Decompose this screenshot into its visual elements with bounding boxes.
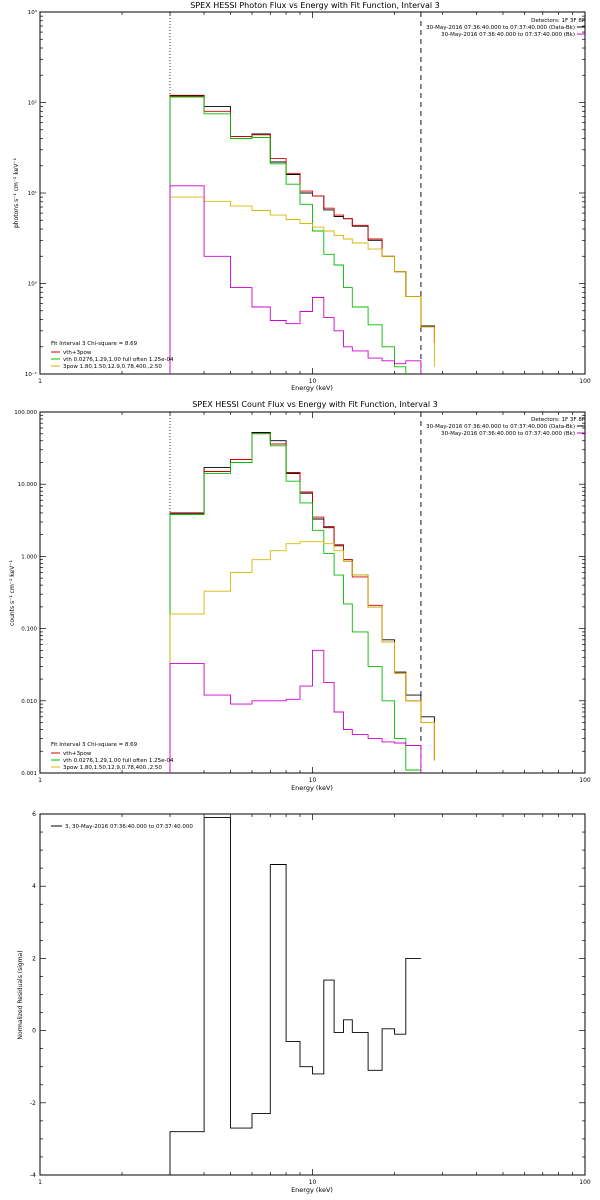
count-xtick-label: 10 (309, 777, 317, 784)
photon-ytick-label: 10¹ (28, 190, 37, 197)
photon-legend-title: Fit Interval 3 Chi-square = 8.69 (51, 341, 138, 347)
photon-series-0 (169, 94, 435, 374)
photon-xtick-label: 1 (38, 378, 42, 385)
photon-series (169, 94, 435, 374)
photon-series-3 (169, 196, 435, 374)
photon-xtick-label: 100 (579, 378, 591, 385)
photon-xtick-label: 10 (309, 378, 317, 385)
count-header-databk: 30-May-2016 07:36:40.000 to 07:37:40.000… (426, 424, 575, 430)
count-series (169, 432, 435, 773)
count-ticks: 1 10 100 0.001 0.010 0.100 1.000 10.000 100.000 (14, 410, 591, 784)
count-series-2 (169, 433, 422, 773)
photon-ytick-label: 10² (28, 100, 37, 107)
photon-series-2 (169, 96, 407, 374)
count-legend-vth: vth 0.0276,1.29,1.00 full often 1.25e-04 (63, 758, 174, 764)
count-legend-vthpow: vth+3pow (63, 751, 92, 757)
photon-header-databk: 30-May-2016 07:36:40.000 to 07:37:40.000… (426, 25, 575, 31)
residuals-series-0 (169, 817, 421, 1175)
residuals-ytick-label: -4 (30, 1172, 36, 1179)
residuals-xtick-label: 10 (309, 1179, 317, 1186)
photon-series-4 (169, 185, 422, 374)
count-series-4 (169, 649, 422, 773)
residuals-ytick-label: 0 (32, 1028, 36, 1035)
residuals-xtick-label: 100 (579, 1179, 591, 1186)
photon-ticks: 1 10 100 10⁻¹ 10⁰ 10¹ 10² 10³ (25, 9, 591, 385)
photon-legend-3pow: 3pow 1.80,1.50,12.9,0.78,400.,2.50 (63, 364, 162, 370)
residuals-ylabel: Normalized Residuals (sigma) (17, 950, 24, 1039)
photon-ylabel: photons s⁻¹ cm⁻² keV⁻¹ (13, 157, 20, 228)
photon-ytick-label: 10⁰ (28, 281, 38, 288)
photon-header-detectors: Detectors: 1F 3F 8F (531, 18, 585, 24)
residuals-xtick-label: 1 (38, 1179, 42, 1186)
residuals-axes-frame (39, 813, 586, 1176)
count-series-3 (169, 541, 435, 773)
count-header-detectors: Detectors: 1F 3F 8F (531, 417, 585, 423)
residuals-ytick-label: 2 (32, 955, 36, 962)
residuals-panel: 1 10 100 -4 -2 0 2 4 6 3, 30-May-2016 07:36:40.0… (17, 811, 591, 1194)
count-ytick-label: 10.000 (18, 482, 38, 488)
count-xtick-label: 100 (579, 777, 591, 784)
photon-ytick-label: 10³ (28, 9, 37, 16)
count-header-bk: 30-May-2016 07:36:40.000 to 07:37:40.000… (441, 431, 575, 437)
photon-series-1 (169, 95, 435, 374)
count-ytick-label: 100.000 (14, 410, 37, 416)
count-axes-frame (39, 411, 586, 774)
residuals-ytick-label: 4 (32, 883, 36, 890)
count-ytick-label: 0.010 (21, 699, 37, 705)
count-ytick-label: 1.000 (21, 554, 37, 560)
photon-xlabel: Energy (keV) (291, 384, 333, 392)
residuals-ticks: 1 10 100 -4 -2 0 2 4 6 (30, 811, 591, 1186)
count-legend-title: Fit Interval 3 Chi-square = 8.69 (51, 742, 138, 748)
photon-panel: SPEX HESSI Photon Flux vs Energy with Fi… (13, 1, 591, 392)
photon-ytick-label: 10⁻¹ (25, 371, 37, 378)
residuals-xlabel: Energy (keV) (291, 1186, 333, 1194)
residuals-ytick-label: -2 (30, 1100, 36, 1107)
count-ytick-label: 0.001 (21, 771, 37, 777)
count-panel: SPEX HESSI Count Flux vs Energy with Fit… (9, 400, 591, 792)
residuals-series (169, 817, 421, 1175)
photon-legend-vth: vth 0.0276,1.29,1.00 full often 1.25e-04 (63, 357, 174, 363)
photon-header-bk: 30-May-2016 07:36:40.000 to 07:37:40.000… (441, 32, 575, 38)
count-xlabel: Energy (keV) (291, 784, 333, 792)
count-ytick-label: 0.100 (21, 627, 37, 633)
photon-title: SPEX HESSI Photon Flux vs Energy with Fi… (190, 1, 440, 10)
count-ylabel: counts s⁻¹ cm⁻² keV⁻¹ (9, 560, 16, 626)
count-xtick-label: 1 (38, 777, 42, 784)
count-title: SPEX HESSI Count Flux vs Energy with Fit… (192, 400, 437, 409)
photon-legend-vthpow: vth+3pow (63, 350, 92, 356)
residuals-legend: 3, 30-May-2016 07:36:40.000 to 07:37:40.… (65, 824, 193, 830)
count-legend-3pow: 3pow 1.80,1.50,12.9,0.78,400.,2.50 (63, 765, 162, 771)
residuals-ytick-label: 6 (32, 811, 36, 818)
